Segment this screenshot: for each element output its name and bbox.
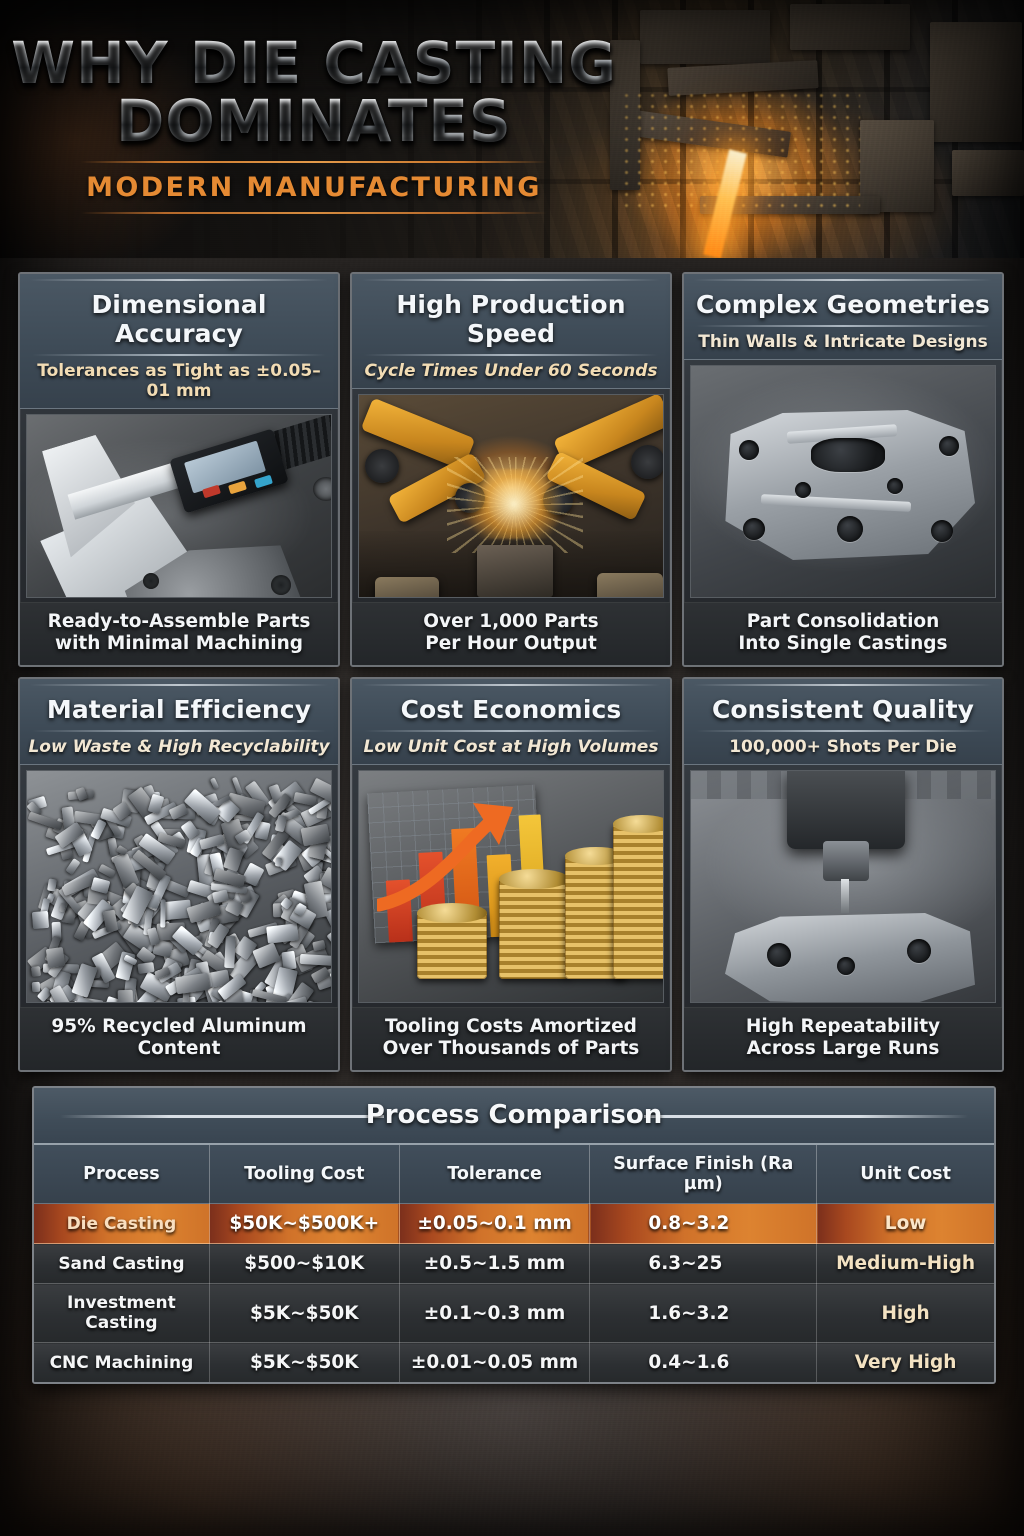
card-title: Cost Economics xyxy=(400,695,622,724)
cell-process: Sand Casting xyxy=(34,1243,210,1284)
card-subtitle: Cycle Times Under 60 Seconds xyxy=(364,361,658,381)
card-caption-line-2: Into Single Castings xyxy=(738,633,948,655)
title-block: WHY DIE CASTING DOMINATES MODERN MANUFAC… xyxy=(0,34,628,215)
growth-arrow-icon xyxy=(377,803,513,912)
cell-process: CNC Machining xyxy=(34,1342,210,1382)
subtitle: MODERN MANUFACTURING xyxy=(86,172,542,204)
hero-banner: WHY DIE CASTING DOMINATES MODERN MANUFAC… xyxy=(0,0,1024,258)
table-title: Process Comparison xyxy=(365,1100,663,1130)
title-line-1: WHY DIE CASTING xyxy=(0,34,628,92)
cell-tolerance: ±0.5~1.5 mm xyxy=(399,1243,591,1284)
card-title: Dimensional Accuracy xyxy=(91,290,267,348)
cell-surface-finish: 1.6~3.2 xyxy=(589,1283,818,1343)
cell-tooling-cost: $500~$10K xyxy=(209,1243,400,1284)
card-header-divider xyxy=(32,730,326,732)
card-caption: Tooling Costs Amortized Over Thousands o… xyxy=(352,1007,670,1070)
hero-rust-glow xyxy=(0,0,340,258)
cell-tolerance: ±0.1~0.3 mm xyxy=(399,1283,591,1343)
card-title: Consistent Quality xyxy=(711,695,975,724)
column-header-process: Process xyxy=(34,1145,210,1204)
cell-tooling-cost: $5K~$50K xyxy=(209,1283,400,1343)
card-header: Dimensional Accuracy Tolerances as Tight… xyxy=(20,274,338,409)
table-title-bar: Process Comparison xyxy=(34,1088,994,1145)
title-divider-top xyxy=(81,161,547,164)
card-image-cnc-machine xyxy=(690,770,996,1004)
card-image-robotic-arms xyxy=(358,394,664,599)
feature-card-consistent-quality[interactable]: Consistent Quality 100,000+ Shots Per Di… xyxy=(682,677,1004,1072)
cell-unit-cost: High xyxy=(816,1283,994,1343)
card-image-cast-housing xyxy=(690,365,996,599)
card-header-divider xyxy=(364,730,658,732)
table-row-die-casting[interactable]: Die Casting $50K~$500K+ ±0.05~0.1 mm 0.8… xyxy=(34,1203,994,1244)
table-row-cnc-machining[interactable]: CNC Machining $5K~$50K ±0.01~0.05 mm 0.4… xyxy=(34,1342,994,1382)
card-header: High Production Speed Cycle Times Under … xyxy=(352,274,670,389)
cell-unit-cost: Medium-High xyxy=(816,1243,994,1284)
card-header-divider xyxy=(32,354,326,356)
cell-process: Investment Casting xyxy=(34,1283,210,1343)
feature-card-complex-geometries[interactable]: Complex Geometries Thin Walls & Intricat… xyxy=(682,272,1004,667)
card-header: Complex Geometries Thin Walls & Intricat… xyxy=(684,274,1002,360)
card-header: Cost Economics Low Unit Cost at High Vol… xyxy=(352,679,670,765)
card-image-scrap-pile xyxy=(26,770,332,1004)
hero-left-gradient xyxy=(0,0,660,258)
cell-tooling-cost: $50K~$500K+ xyxy=(209,1203,400,1244)
card-header-divider xyxy=(696,730,990,732)
feature-card-cost-economics[interactable]: Cost Economics Low Unit Cost at High Vol… xyxy=(350,677,672,1072)
feature-card-high-production-speed[interactable]: High Production Speed Cycle Times Under … xyxy=(350,272,672,667)
title-divider-bottom xyxy=(81,212,547,215)
card-caption-line-2: Per Hour Output xyxy=(425,633,597,655)
column-header-surface-finish: Surface Finish (Ra µm) xyxy=(589,1145,818,1204)
card-caption: High Repeatability Across Large Runs xyxy=(684,1007,1002,1070)
card-subtitle: Low Unit Cost at High Volumes xyxy=(363,737,659,757)
column-header-tooling-cost: Tooling Cost xyxy=(209,1145,400,1204)
card-subtitle: Thin Walls & Intricate Designs xyxy=(698,332,988,352)
sparks-overlay xyxy=(620,90,860,210)
card-header-divider xyxy=(696,325,990,327)
card-caption-line-2: Across Large Runs xyxy=(746,1038,940,1060)
card-subtitle: 100,000+ Shots Per Die xyxy=(729,737,957,757)
card-header: Material Efficiency Low Waste & High Rec… xyxy=(20,679,338,765)
card-title: High Production Speed xyxy=(396,290,626,348)
card-image-caliper xyxy=(26,414,332,599)
card-caption: Ready-to-Assemble Parts with Minimal Mac… xyxy=(20,602,338,665)
card-caption-line-1: 95% Recycled Aluminum xyxy=(51,1016,307,1038)
card-title: Complex Geometries xyxy=(696,290,990,319)
card-caption-line-1: Over 1,000 Parts xyxy=(423,611,599,633)
cell-surface-finish: 0.4~1.6 xyxy=(589,1342,818,1382)
cell-unit-cost: Low xyxy=(816,1203,994,1244)
card-caption-line-1: Ready-to-Assemble Parts xyxy=(47,611,311,633)
card-caption-line-2: with Minimal Machining xyxy=(55,633,303,655)
card-caption-line-2: Content xyxy=(137,1038,221,1060)
table-row-sand-casting[interactable]: Sand Casting $500~$10K ±0.5~1.5 mm 6.3~2… xyxy=(34,1243,994,1284)
card-caption-line-1: High Repeatability xyxy=(745,1016,941,1038)
cell-unit-cost: Very High xyxy=(816,1342,994,1382)
card-subtitle: Tolerances as Tight as ±0.05–01 mm xyxy=(37,361,321,401)
cell-surface-finish: 0.8~3.2 xyxy=(589,1203,818,1244)
feature-card-material-efficiency[interactable]: Material Efficiency Low Waste & High Rec… xyxy=(18,677,340,1072)
cell-tooling-cost: $5K~$50K xyxy=(209,1342,400,1382)
column-header-unit-cost: Unit Cost xyxy=(816,1145,994,1204)
card-image-coins-chart xyxy=(358,770,664,1004)
cell-tolerance: ±0.01~0.05 mm xyxy=(399,1342,591,1382)
card-caption: Part Consolidation Into Single Castings xyxy=(684,602,1002,665)
card-caption: Over 1,000 Parts Per Hour Output xyxy=(352,602,670,665)
cell-process: Die Casting xyxy=(34,1203,210,1244)
card-subtitle: Low Waste & High Recyclability xyxy=(28,737,330,757)
table-header-row: Process Tooling Cost Tolerance Surface F… xyxy=(34,1145,994,1204)
card-caption: 95% Recycled Aluminum Content xyxy=(20,1007,338,1070)
card-header: Consistent Quality 100,000+ Shots Per Di… xyxy=(684,679,1002,765)
card-title: Material Efficiency xyxy=(46,695,312,724)
feature-card-dimensional-accuracy[interactable]: Dimensional Accuracy Tolerances as Tight… xyxy=(18,272,340,667)
column-header-tolerance: Tolerance xyxy=(399,1145,591,1204)
process-comparison-table: Process Comparison Process Tooling Cost … xyxy=(32,1086,996,1384)
card-header-divider xyxy=(364,354,658,356)
card-caption-line-1: Part Consolidation xyxy=(746,611,940,633)
card-caption-line-2: Over Thousands of Parts xyxy=(382,1038,640,1060)
card-caption-line-1: Tooling Costs Amortized xyxy=(385,1016,637,1038)
cell-tolerance: ±0.05~0.1 mm xyxy=(399,1203,591,1244)
feature-card-grid: Dimensional Accuracy Tolerances as Tight… xyxy=(18,272,1006,1072)
table-row-investment-casting[interactable]: Investment Casting $5K~$50K ±0.1~0.3 mm … xyxy=(34,1283,994,1343)
title-line-2: DOMINATES xyxy=(0,92,628,150)
cell-surface-finish: 6.3~25 xyxy=(589,1243,818,1284)
